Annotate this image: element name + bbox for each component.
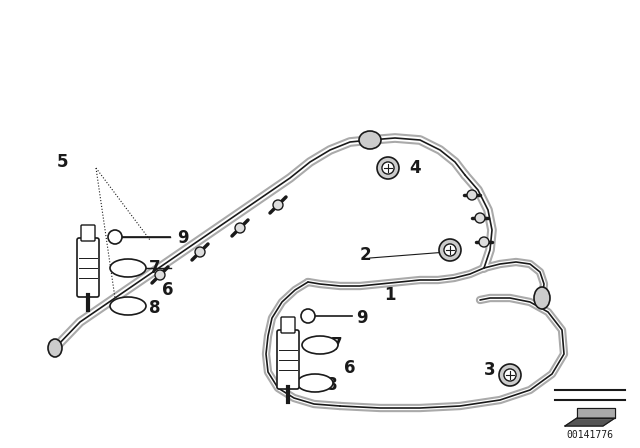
Text: 6: 6 xyxy=(344,359,356,377)
Circle shape xyxy=(382,162,394,174)
Text: 8: 8 xyxy=(149,299,161,317)
Polygon shape xyxy=(577,408,615,418)
Text: 8: 8 xyxy=(326,376,338,394)
FancyBboxPatch shape xyxy=(281,317,295,333)
Circle shape xyxy=(439,239,461,261)
Text: 7: 7 xyxy=(149,259,161,277)
Text: 4: 4 xyxy=(409,159,421,177)
Circle shape xyxy=(444,244,456,256)
FancyBboxPatch shape xyxy=(77,238,99,297)
Text: 00141776: 00141776 xyxy=(566,430,614,440)
Ellipse shape xyxy=(534,287,550,309)
Text: 5: 5 xyxy=(57,153,68,171)
Circle shape xyxy=(377,157,399,179)
Text: 9: 9 xyxy=(177,229,189,247)
Circle shape xyxy=(195,247,205,257)
Text: 9: 9 xyxy=(356,309,368,327)
Circle shape xyxy=(235,223,245,233)
Circle shape xyxy=(475,213,485,223)
Text: 3: 3 xyxy=(484,361,496,379)
Ellipse shape xyxy=(297,374,333,392)
Circle shape xyxy=(273,200,283,210)
Text: 6: 6 xyxy=(163,281,173,299)
Circle shape xyxy=(467,190,477,200)
Text: 7: 7 xyxy=(331,336,343,354)
Circle shape xyxy=(108,230,122,244)
Circle shape xyxy=(504,369,516,381)
FancyBboxPatch shape xyxy=(81,225,95,241)
FancyBboxPatch shape xyxy=(277,330,299,389)
Text: 2: 2 xyxy=(359,246,371,264)
Circle shape xyxy=(301,309,315,323)
Ellipse shape xyxy=(48,339,62,357)
Ellipse shape xyxy=(302,336,338,354)
Circle shape xyxy=(499,364,521,386)
Circle shape xyxy=(479,237,489,247)
Text: 1: 1 xyxy=(384,286,396,304)
Polygon shape xyxy=(565,418,615,426)
Ellipse shape xyxy=(359,131,381,149)
Ellipse shape xyxy=(110,297,146,315)
Ellipse shape xyxy=(110,259,146,277)
Circle shape xyxy=(155,270,165,280)
